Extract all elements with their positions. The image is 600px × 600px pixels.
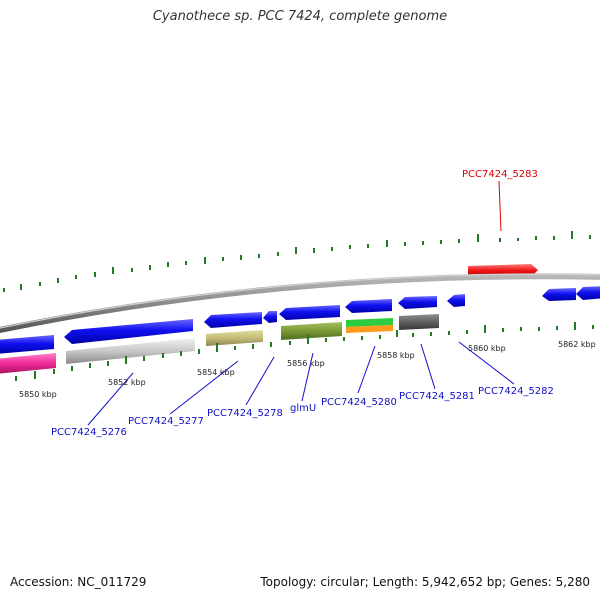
gene-pcc7424-5277-arrow[interactable] xyxy=(204,312,262,328)
gene-labels: PCC7424_5276 PCC7424_5277 PCC7424_5278 g… xyxy=(51,169,554,438)
gene-glmU-arrow[interactable] xyxy=(345,299,392,313)
cog-bar-green[interactable] xyxy=(346,318,393,327)
cog-bar-orange[interactable] xyxy=(346,325,393,333)
gene-label-pcc7424-5282[interactable]: PCC7424_5282 xyxy=(478,386,554,397)
upper-tick-row xyxy=(3,231,591,292)
cog-bar-dark[interactable] xyxy=(399,314,439,330)
gene-label-pcc7424-5276[interactable]: PCC7424_5276 xyxy=(51,427,127,438)
scale-label-5862: 5862 kbp xyxy=(558,340,596,349)
genome-summary-text: Topology: circular; Length: 5,942,652 bp… xyxy=(260,575,590,589)
scale-labels: 5850 kbp 5852 kbp 5854 kbp 5856 kbp 5858… xyxy=(19,340,596,399)
scale-label-5852: 5852 kbp xyxy=(108,378,146,387)
accession-text: Accession: NC_011729 xyxy=(10,575,147,589)
scale-label-5860: 5860 kbp xyxy=(468,344,506,353)
gene-label-pcc7424-5278[interactable]: PCC7424_5278 xyxy=(207,408,283,419)
gene-pcc7424-5280-arrow[interactable] xyxy=(398,296,437,309)
gene-label-glmU[interactable]: glmU xyxy=(290,403,316,414)
gene-left-edge-arrow[interactable] xyxy=(0,335,54,354)
gene-small-arrow[interactable] xyxy=(263,311,277,323)
genome-backbone xyxy=(0,273,600,334)
scale-tick-row xyxy=(15,322,594,381)
gene-label-pcc7424-5277[interactable]: PCC7424_5277 xyxy=(128,416,204,427)
scale-label-5856: 5856 kbp xyxy=(287,359,325,368)
label-leader-lines xyxy=(87,180,515,426)
gene-pcc7424-5281-arrow[interactable] xyxy=(447,294,465,307)
gene-label-pcc7424-5281[interactable]: PCC7424_5281 xyxy=(399,391,475,402)
cog-bars xyxy=(0,314,439,374)
scale-label-5858: 5858 kbp xyxy=(377,351,415,360)
genome-title: Cyanothece sp. PCC 7424, complete genome xyxy=(152,9,448,24)
cog-bar-gray[interactable] xyxy=(66,338,195,364)
cog-bar-olive[interactable] xyxy=(281,322,342,340)
cog-bar-khaki[interactable] xyxy=(206,330,263,346)
gene-label-pcc7424-5283[interactable]: PCC7424_5283 xyxy=(462,169,538,180)
gene-pcc7424-5278-arrow[interactable] xyxy=(279,305,340,320)
gene-label-pcc7424-5280[interactable]: PCC7424_5280 xyxy=(321,397,397,408)
forward-genes xyxy=(0,286,600,354)
gene-right-arrow-2[interactable] xyxy=(576,286,600,300)
cog-bar-magenta[interactable] xyxy=(0,353,56,374)
scale-label-5850: 5850 kbp xyxy=(19,390,57,399)
gene-pcc7424-5276-arrow[interactable] xyxy=(64,319,193,344)
scale-label-5854: 5854 kbp xyxy=(197,368,235,377)
gene-right-arrow-1[interactable] xyxy=(542,288,576,301)
